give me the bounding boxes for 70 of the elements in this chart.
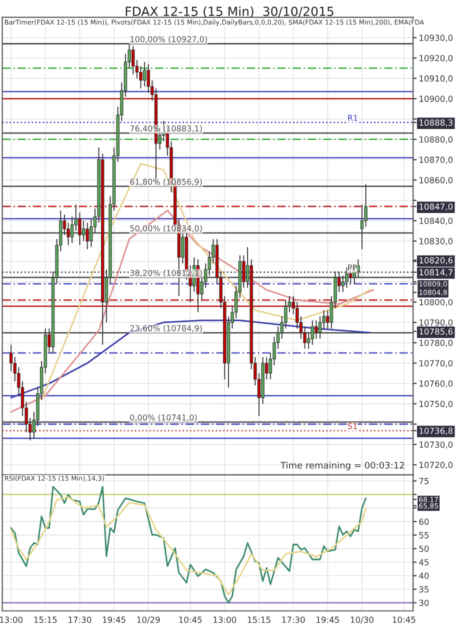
x-tick-label: 17:30 xyxy=(282,616,305,623)
ref-line-label: 61,80% (10856,9) xyxy=(130,178,202,186)
y-tick-label: 10750,0 xyxy=(420,400,453,408)
y-tick-label: 10880,0 xyxy=(420,136,453,144)
y-tick-label: 10785,6 xyxy=(420,328,453,336)
candlestick xyxy=(314,320,318,340)
x-tick-label: 17:30 xyxy=(68,616,92,623)
y-tick-label: 40 xyxy=(419,572,429,579)
y-tick-label: 10920,0 xyxy=(420,54,453,62)
candlestick xyxy=(9,344,13,372)
y-tick-label: 10820,6 xyxy=(420,257,453,264)
y-tick-label: 10730,0 xyxy=(420,441,453,449)
candlestick xyxy=(132,45,135,75)
ref-line-label: 76,40% (10883,1) xyxy=(130,125,202,132)
x-tick-label: 10:45 xyxy=(392,616,416,623)
y-tick-label: 10760,0 xyxy=(420,380,453,388)
line-series xyxy=(40,163,370,400)
y-tick-label: 55 xyxy=(419,532,429,538)
candlestick xyxy=(82,220,86,242)
y-tick-label: 45 xyxy=(419,559,429,566)
y-tick-label: 10830,0 xyxy=(420,238,453,246)
y-tick-label: 10800,0 xyxy=(420,299,453,306)
x-tick-label: 10/30 xyxy=(350,616,374,624)
candlestick xyxy=(345,267,348,288)
line-series xyxy=(10,210,374,413)
y-tick-label: 10888,3 xyxy=(420,119,452,127)
ref-line-label: 38,20% (10812,1) xyxy=(130,270,202,277)
x-tick-label: 10:45 xyxy=(179,616,202,623)
y-tick-label: 30 xyxy=(419,600,429,606)
ref-line-label: 100,00% (10927,0) xyxy=(130,36,207,44)
ref-line-label: R1 xyxy=(348,114,358,121)
y-tick-label: 10930,0 xyxy=(420,34,453,42)
y-tick-label: 10814,7 xyxy=(420,269,452,276)
line-series xyxy=(10,320,370,398)
y-tick-label: 75 xyxy=(419,478,429,484)
y-tick-label: 10870,0 xyxy=(420,156,453,164)
x-tick-label: 19:45 xyxy=(102,616,126,623)
y-tick-label: 10860,0 xyxy=(420,177,453,184)
candlestick xyxy=(142,62,146,87)
y-tick-label: 10840,0 xyxy=(420,218,453,225)
x-tick-label: 10/29 xyxy=(137,616,160,624)
y-tick-label: 10847,0 xyxy=(420,203,453,211)
candlestick xyxy=(86,222,89,250)
line-series xyxy=(10,486,367,604)
x-tick-label: 13:00 xyxy=(214,616,236,623)
y-tick-label: 10790,0 xyxy=(420,319,453,327)
y-tick-label: 35 xyxy=(419,586,429,592)
candlestick xyxy=(360,204,364,250)
y-tick-label: 10910,0 xyxy=(420,75,453,82)
candlestick xyxy=(310,320,314,346)
x-tick-label: 13:00 xyxy=(0,616,23,623)
ref-line-label: 23,60% (10784,9) xyxy=(130,325,202,332)
line-series xyxy=(10,496,367,596)
chart-title: FDAX 12-15 (15 Min) 30/10/2015 xyxy=(126,6,334,18)
y-tick-label: 10770,0 xyxy=(420,360,453,368)
y-tick-label: 60 xyxy=(419,518,429,525)
y-tick-label: 10720,0 xyxy=(420,462,453,469)
annotation: Time remaining = 00:03:12 xyxy=(280,462,404,470)
x-tick-label: 15:15 xyxy=(248,616,270,623)
ref-line-label: S1 xyxy=(348,422,357,430)
ref-line-label: 50,00% (10834,0) xyxy=(130,225,202,232)
x-tick-label: 15:15 xyxy=(34,616,57,623)
y-tick-label: 10900,0 xyxy=(420,96,453,103)
y-tick-label: 50 xyxy=(419,546,429,552)
ref-line-label: PP xyxy=(348,264,357,271)
y-tick-label: 10736,8 xyxy=(420,428,453,435)
x-tick-label: 19:45 xyxy=(316,616,339,623)
y-tick-label: 10780,0 xyxy=(420,340,453,347)
ref-line-label: 0,00% (10741,0) xyxy=(130,414,197,422)
candlestick xyxy=(318,316,322,340)
